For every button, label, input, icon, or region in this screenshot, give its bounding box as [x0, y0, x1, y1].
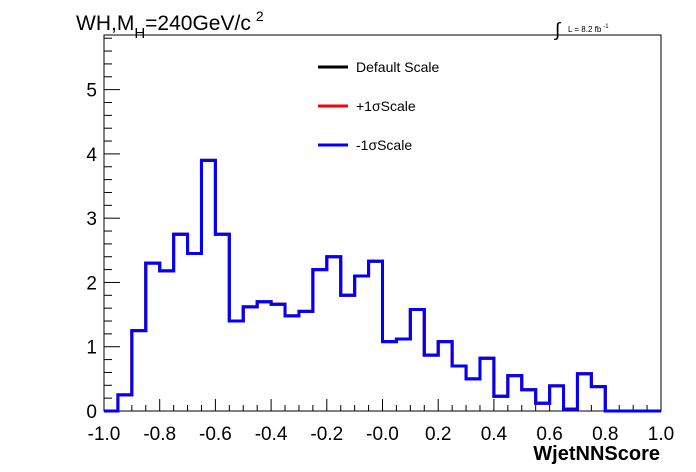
histogram-series	[104, 158, 661, 413]
x-tick-label: 0.8	[592, 424, 618, 445]
plot-frame	[103, 34, 662, 412]
lumi-label: L = 8.2 fb -1	[568, 24, 609, 34]
chart-title-main: WH,M	[76, 12, 134, 35]
x-tick-label: -1.0	[88, 424, 121, 445]
y-tick-label: 5	[86, 81, 97, 102]
x-tick-label: -0.6	[199, 424, 232, 445]
lumi-text: L = 8.2 fb	[568, 25, 602, 34]
x-tick-label: 0.4	[481, 424, 508, 445]
axis-ticks	[103, 37, 662, 412]
chart-title-superscript: 2	[256, 8, 264, 24]
x-tick-label: -0.0	[366, 424, 399, 445]
y-tick-label: 1	[86, 338, 97, 359]
legend: Default Scale +1σScale -1σScale	[318, 59, 439, 153]
x-tick-label: -0.2	[310, 424, 343, 445]
lumi-integral: ∫	[554, 20, 562, 41]
lumi-superscript: -1	[603, 24, 609, 30]
legend-label: +1σScale	[356, 98, 416, 114]
y-tick-label: 0	[86, 402, 97, 423]
axis-tick-labels: -1.0 -0.8 -0.6 -0.4 -0.2 -0.0 0.2 0.4 0.6 0.8 1.0 0…	[86, 81, 674, 445]
legend-label: -1σScale	[356, 137, 412, 153]
chart-title-subscript: H	[134, 25, 145, 42]
x-tick-label: 1.0	[648, 424, 674, 445]
chart-title: WH,MH=240GeV/c 2	[76, 8, 264, 42]
x-tick-label: -0.4	[255, 424, 288, 445]
histogram--1-scale	[104, 158, 661, 413]
chart-title-rest: =240GeV/c	[145, 12, 251, 35]
x-tick-label: -0.8	[143, 424, 176, 445]
y-tick-label: 4	[86, 145, 97, 166]
x-axis-label: WjetNNScore	[533, 443, 660, 465]
y-tick-label: 3	[86, 209, 97, 230]
y-tick-label: 2	[86, 273, 97, 294]
legend-label: Default Scale	[356, 59, 439, 75]
x-tick-label: 0.6	[536, 424, 562, 445]
x-tick-label: 0.2	[425, 424, 451, 445]
